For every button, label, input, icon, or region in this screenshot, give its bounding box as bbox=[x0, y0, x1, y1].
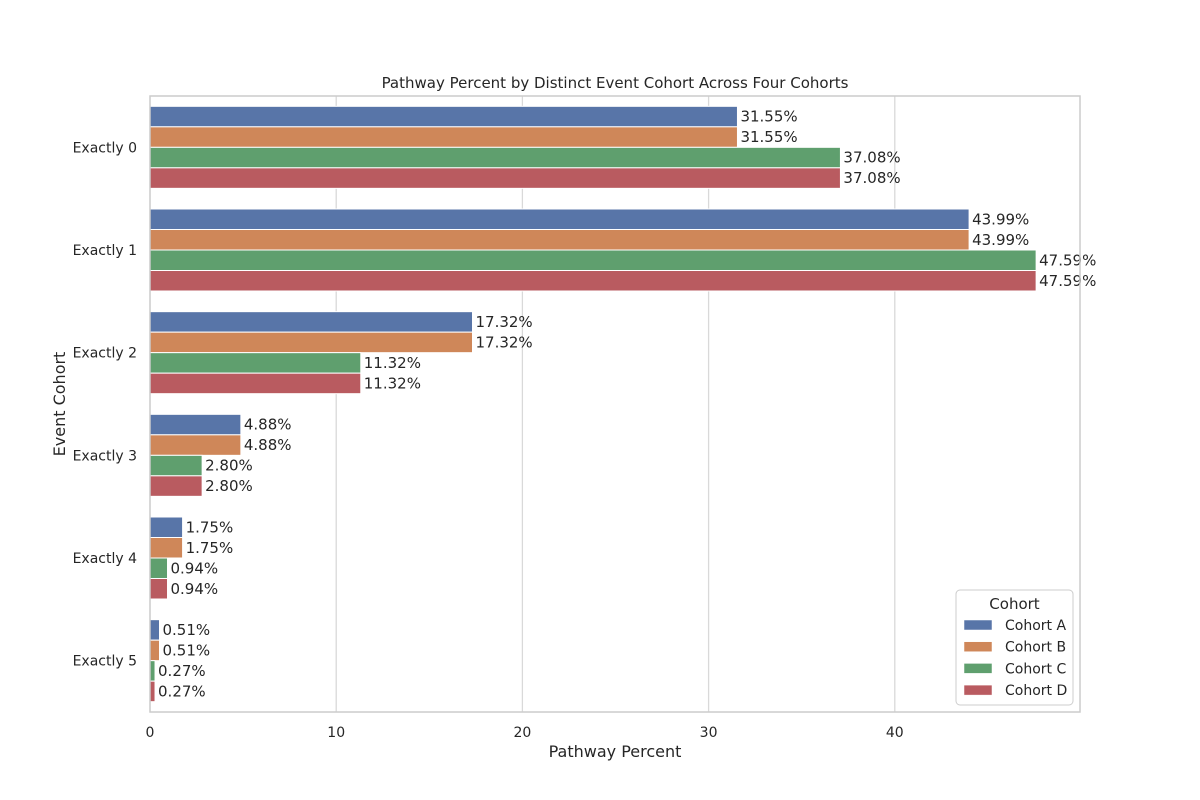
x-tick-label: 20 bbox=[513, 725, 531, 741]
x-tick-labels: 0 10 20 30 40 bbox=[146, 725, 904, 741]
bar-value-label: 0.51% bbox=[162, 641, 210, 659]
y-tick-label: Exactly 0 bbox=[73, 140, 137, 156]
bar-value-label: 11.32% bbox=[364, 374, 421, 392]
bar bbox=[149, 167, 841, 189]
bar bbox=[149, 208, 970, 230]
bar-value-label: 11.32% bbox=[364, 354, 421, 372]
legend-swatch bbox=[963, 619, 993, 631]
bar bbox=[149, 639, 160, 662]
bar bbox=[149, 146, 841, 169]
bar-value-label: 4.88% bbox=[244, 416, 292, 434]
x-tick-label: 30 bbox=[700, 725, 718, 741]
legend-swatch bbox=[963, 684, 993, 696]
bar bbox=[149, 537, 184, 559]
bar bbox=[149, 270, 1037, 292]
x-tick-label: 40 bbox=[886, 725, 904, 741]
bar-value-label: 43.99% bbox=[972, 231, 1029, 249]
y-tick-label: Exactly 4 bbox=[73, 551, 138, 567]
legend-title: Cohort bbox=[989, 595, 1040, 613]
bar bbox=[149, 557, 169, 579]
bar bbox=[149, 619, 160, 641]
bar bbox=[149, 126, 738, 148]
bar-value-label: 0.94% bbox=[171, 559, 219, 577]
bar-value-label: 1.75% bbox=[186, 518, 234, 536]
bar-value-label: 2.80% bbox=[205, 457, 253, 475]
chart-title: Pathway Percent by Distinct Event Cohort… bbox=[382, 74, 849, 92]
bar bbox=[149, 680, 156, 703]
bar-value-label: 47.59% bbox=[1039, 251, 1096, 269]
legend-entry: Cohort D bbox=[1005, 683, 1067, 699]
y-tick-label: Exactly 3 bbox=[73, 448, 137, 464]
bar-value-label: 0.94% bbox=[171, 580, 219, 598]
bar-value-label: 17.32% bbox=[475, 313, 532, 331]
y-tick-label: Exactly 5 bbox=[73, 654, 137, 670]
bar bbox=[149, 516, 184, 538]
bar bbox=[149, 475, 203, 497]
y-tick-labels: Exactly 0 Exactly 1 Exactly 2 Exactly 3 Exac… bbox=[73, 140, 138, 669]
legend: Cohort Cohort A Cohort B Cohort C Cohort D bbox=[955, 589, 1074, 706]
legend-entry: Cohort C bbox=[1005, 661, 1066, 677]
bar-value-label: 47.59% bbox=[1039, 272, 1096, 290]
bar-value-label: 17.32% bbox=[475, 333, 532, 351]
y-axis-label: Event Cohort bbox=[50, 352, 69, 457]
bar-value-label: 4.88% bbox=[244, 436, 292, 454]
legend-swatch bbox=[963, 641, 993, 652]
bar-value-label: 31.55% bbox=[740, 128, 797, 146]
legend-frame bbox=[955, 589, 1074, 706]
data-labels: 31.55% 31.55% 37.08% 37.08% 43.99% 43.99% 47.5… bbox=[158, 108, 1096, 701]
bar-value-label: 2.80% bbox=[205, 477, 253, 495]
bar-value-label: 0.27% bbox=[158, 662, 206, 680]
bar bbox=[149, 311, 473, 333]
bar-value-label: 0.51% bbox=[162, 621, 210, 639]
bars bbox=[149, 105, 1037, 703]
bar bbox=[149, 413, 242, 436]
legend-swatch bbox=[963, 663, 993, 674]
bar bbox=[149, 331, 473, 354]
x-tick-label: 10 bbox=[327, 725, 345, 741]
y-tick-label: Exactly 2 bbox=[73, 346, 137, 362]
bar bbox=[149, 105, 738, 128]
bar bbox=[149, 249, 1037, 271]
bar-value-label: 43.99% bbox=[972, 210, 1029, 228]
x-axis-label: Pathway Percent bbox=[549, 742, 682, 761]
y-tick-label: Exactly 1 bbox=[73, 243, 137, 259]
bar bbox=[149, 352, 362, 374]
bar bbox=[149, 434, 242, 456]
bar bbox=[149, 578, 169, 600]
plot-frame bbox=[149, 95, 1081, 713]
x-tick-label: 0 bbox=[146, 725, 155, 741]
bar bbox=[149, 454, 203, 477]
bar bbox=[149, 660, 156, 682]
bar-value-label: 37.08% bbox=[843, 149, 900, 167]
bar-value-label: 37.08% bbox=[843, 169, 900, 187]
legend-entry: Cohort B bbox=[1005, 640, 1066, 656]
bar-value-label: 1.75% bbox=[186, 539, 234, 557]
bar-value-label: 0.27% bbox=[158, 682, 206, 700]
bar bbox=[149, 229, 970, 251]
bar bbox=[149, 372, 362, 395]
bar-value-label: 31.55% bbox=[740, 108, 797, 126]
grid-lines bbox=[335, 96, 896, 712]
legend-entry: Cohort A bbox=[1005, 618, 1066, 634]
